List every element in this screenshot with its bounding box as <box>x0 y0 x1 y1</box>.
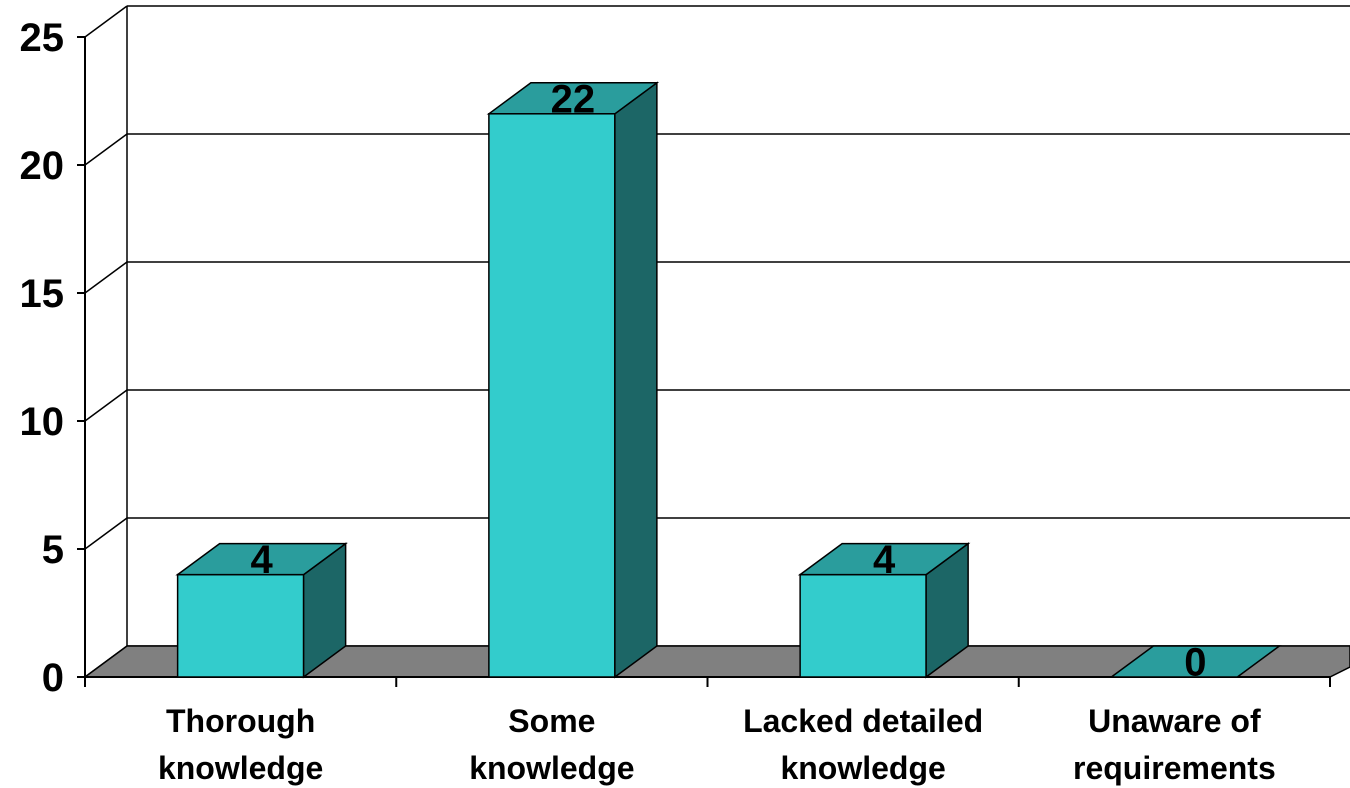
category-label: requirements <box>1073 750 1276 786</box>
category-label: knowledge <box>158 750 323 786</box>
y-tick-label: 20 <box>20 144 65 188</box>
y-tick-labels: 0 5 10 15 20 25 <box>20 16 65 700</box>
bar <box>797 542 971 679</box>
bar-front <box>488 113 616 678</box>
bar-side <box>614 81 658 679</box>
bar-front <box>799 573 927 678</box>
data-label: 4 <box>251 538 274 582</box>
category-label: Lacked detailed <box>743 703 983 739</box>
gridline-diagonal <box>84 261 128 294</box>
category-label: Some <box>508 703 595 739</box>
bar-top <box>175 542 348 576</box>
category-label: Unaware of <box>1088 703 1261 739</box>
y-tick-label: 15 <box>20 272 65 316</box>
category-label: knowledge <box>780 750 945 786</box>
bar-top <box>486 82 660 115</box>
data-label: 0 <box>1184 641 1206 685</box>
bars <box>175 81 1282 679</box>
gridline-diagonal <box>84 5 128 38</box>
data-label: 4 <box>873 538 896 582</box>
y-tick-label: 0 <box>42 656 64 700</box>
gridline-diagonal <box>84 389 128 422</box>
data-label: 22 <box>551 77 596 121</box>
category-label: Thorough <box>166 703 315 739</box>
gridline-diagonal <box>84 517 128 550</box>
bar-top <box>797 542 971 576</box>
gridline-diagonal <box>84 133 128 166</box>
bar <box>486 81 660 679</box>
bar-top <box>1109 645 1282 678</box>
y-tick-label: 5 <box>42 528 64 572</box>
category-label: knowledge <box>469 750 634 786</box>
y-tick-label: 25 <box>20 16 65 60</box>
bar-front <box>176 573 305 678</box>
category-labels: Thorough knowledge Some knowledge Lacked det… <box>158 703 1276 786</box>
y-tick-label: 10 <box>20 400 65 444</box>
bar <box>175 542 348 679</box>
bar <box>1109 645 1282 678</box>
